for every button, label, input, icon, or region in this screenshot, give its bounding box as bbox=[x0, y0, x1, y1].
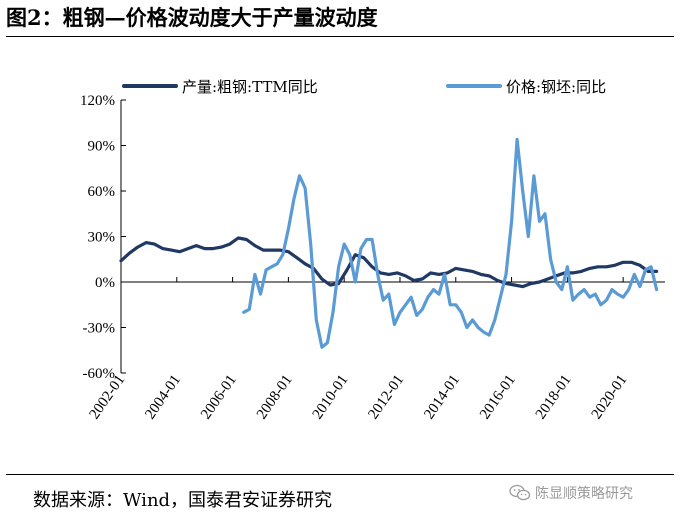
x-tick-label: 2008-01 bbox=[254, 372, 296, 422]
header-rule bbox=[6, 36, 674, 37]
y-tick-label: 90% bbox=[88, 139, 116, 155]
y-tick-label: -60% bbox=[83, 366, 116, 382]
x-tick-label: 2018-01 bbox=[533, 372, 575, 422]
y-tick-label: 0% bbox=[95, 275, 115, 291]
y-tick-label: -30% bbox=[83, 321, 116, 337]
x-tick-label: 2016-01 bbox=[477, 372, 519, 422]
x-tick-label: 2012-01 bbox=[365, 372, 407, 422]
y-tick-label: 60% bbox=[88, 184, 116, 200]
x-tick-label: 2014-01 bbox=[421, 372, 463, 422]
wechat-icon bbox=[509, 484, 531, 501]
chart-title: 图2：粗钢—价格波动度大于产量波动度 bbox=[6, 5, 378, 30]
series-line-2 bbox=[242, 137, 659, 349]
legend-label-1: 产量:粗钢:TTM同比 bbox=[182, 78, 318, 96]
footer-rule bbox=[6, 474, 674, 475]
watermark-text: 陈显顺策略研究 bbox=[535, 486, 633, 502]
watermark: 陈显顺策略研究 bbox=[509, 483, 633, 503]
data-source: 数据来源：Wind，国泰君安证券研究 bbox=[33, 490, 333, 511]
legend-label-2: 价格:钢坯:同比 bbox=[506, 78, 606, 96]
series-line-1 bbox=[119, 236, 659, 289]
x-tick-label: 2004-01 bbox=[142, 372, 184, 422]
x-tick-label: 2010-01 bbox=[310, 372, 352, 422]
y-tick-label: 30% bbox=[88, 230, 116, 246]
x-tick-label: 2006-01 bbox=[198, 372, 240, 422]
y-tick-label: 120% bbox=[80, 93, 115, 109]
x-tick-label: 2020-01 bbox=[589, 372, 631, 422]
